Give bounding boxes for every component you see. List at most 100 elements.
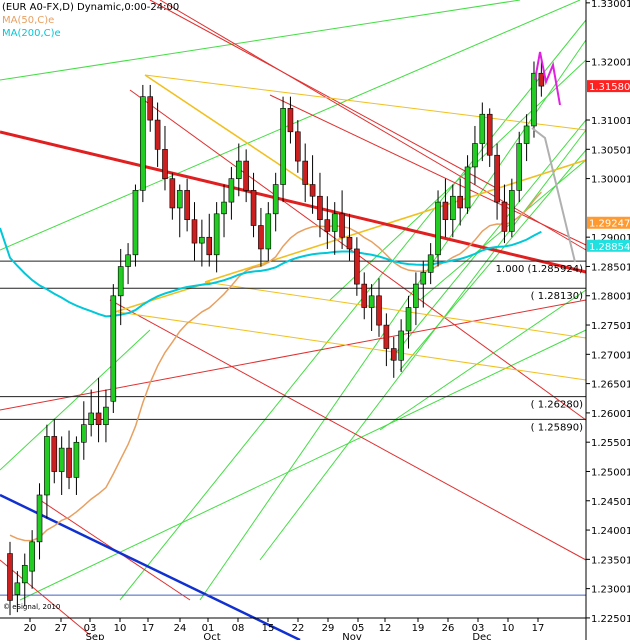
candle-body	[213, 213, 220, 256]
candle-body	[51, 436, 58, 472]
y-tick-label: 1.240013	[591, 526, 630, 537]
candle-body	[147, 96, 154, 121]
trend-line-20	[144, 74, 587, 131]
candle-body	[339, 213, 345, 238]
trend-line-12	[159, 0, 587, 251]
candle-body	[117, 266, 124, 297]
candle-body	[331, 213, 338, 232]
x-tick-label: 03	[84, 623, 97, 634]
candle	[449, 184, 456, 238]
x-tick-label: 27	[55, 623, 68, 634]
candle-body	[44, 436, 50, 496]
candle	[376, 278, 382, 337]
trend-line-6	[389, 119, 587, 361]
y-tick-label: 1.255013	[591, 438, 630, 449]
x-tick-label: 05	[352, 623, 365, 634]
candle-body	[390, 348, 397, 361]
candle-body	[235, 160, 242, 179]
trend-line-3	[199, 39, 587, 601]
candle-body	[435, 201, 441, 256]
trend-line-0	[0, 0, 521, 81]
candle-body	[169, 178, 176, 209]
candle-body	[103, 406, 109, 425]
x-month-label: Sep	[86, 632, 105, 640]
candle	[354, 237, 360, 296]
candle-body	[346, 236, 353, 250]
candle-body	[7, 553, 13, 601]
x-tick-label: 01	[202, 623, 215, 634]
candle	[442, 178, 449, 238]
candle	[501, 184, 508, 244]
candle-body	[29, 541, 35, 572]
price-label-bg-0	[587, 80, 630, 93]
candle-body	[361, 283, 368, 308]
candle	[383, 313, 390, 367]
level-label-1: ( 1.28130)	[531, 291, 583, 302]
candle-body	[509, 190, 515, 232]
candle-body	[302, 160, 309, 185]
candle-body	[464, 166, 471, 209]
y-tick-label: 1.225013	[591, 614, 630, 625]
candle	[125, 243, 131, 285]
candle-body	[479, 113, 486, 144]
candle-body	[58, 447, 65, 472]
candle	[154, 102, 161, 167]
candle-body	[405, 307, 412, 332]
y-tick-label: 1.235013	[591, 555, 630, 566]
x-tick-label: 08	[232, 623, 245, 634]
candle-body	[457, 195, 463, 209]
candle	[464, 155, 471, 214]
price-label-0: 1.31580	[589, 82, 630, 93]
candle	[368, 284, 375, 331]
x-month-label: Nov	[342, 632, 362, 640]
candle	[287, 96, 294, 144]
candle-body	[531, 72, 537, 127]
candle-body	[376, 295, 382, 326]
trend-line-5	[329, 59, 587, 301]
candle	[317, 172, 323, 238]
trend-line-16	[109, 299, 587, 561]
trend-line-4	[259, 129, 587, 561]
candle-body	[110, 295, 117, 402]
candle	[199, 219, 205, 267]
y-tick-label: 1.280013	[591, 292, 630, 303]
projection-magenta	[534, 51, 561, 106]
x-tick-label: 22	[292, 623, 305, 634]
candle	[29, 530, 35, 589]
candle-body	[191, 219, 198, 244]
candle-body	[258, 225, 264, 250]
candle-body	[228, 178, 235, 203]
x-tick-label: 20	[24, 623, 37, 634]
candle	[235, 143, 242, 197]
candle	[486, 108, 493, 167]
candle	[228, 166, 235, 220]
candle-body	[354, 248, 360, 285]
projection-grey	[531, 127, 576, 263]
price-label-2: 1.288543	[589, 242, 630, 253]
chart-title: (EUR A0-FX,D) Dynamic,0:00-24:00	[2, 2, 180, 13]
trend-line-2	[119, 19, 587, 601]
candle-body	[162, 149, 168, 179]
x-tick-label: 03	[472, 623, 485, 634]
legend-ma200: MA(200,C)e	[2, 28, 61, 39]
y-tick-label: 1.290013	[591, 233, 630, 244]
candle-body	[95, 412, 102, 425]
candle	[324, 196, 331, 249]
candle	[14, 571, 21, 613]
candle	[7, 541, 13, 616]
y-tick-label: 1.260013	[591, 409, 630, 420]
candle	[66, 430, 72, 490]
trend-line-22	[114, 281, 211, 313]
candle-body	[176, 190, 183, 209]
candle	[361, 272, 368, 320]
candle-body	[272, 184, 279, 215]
candle	[176, 184, 183, 238]
y-tick-label: 1.310013	[591, 116, 630, 127]
candle-body	[265, 213, 272, 250]
x-tick-label: 10	[114, 623, 127, 634]
candle	[95, 377, 102, 443]
candle-body	[221, 201, 227, 215]
candle	[147, 84, 154, 132]
